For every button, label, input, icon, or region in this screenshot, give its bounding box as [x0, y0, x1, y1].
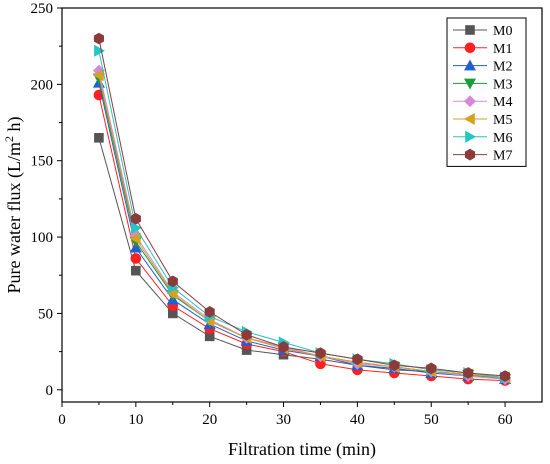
data-point-m0 — [94, 133, 104, 143]
data-point-m7 — [500, 370, 511, 382]
legend-item-m0: M0 — [453, 24, 512, 39]
series-line-m7 — [98, 38, 506, 377]
y-tick-label: 250 — [31, 1, 54, 17]
series-line-m1 — [98, 94, 506, 382]
y-axis-title-superscript: 2 — [2, 136, 16, 142]
legend-label: M6 — [493, 131, 512, 146]
data-point-m5 — [92, 69, 104, 82]
x-tick-label: 50 — [424, 412, 439, 428]
legend-box — [446, 17, 527, 167]
legend-marker — [463, 112, 475, 126]
x-axis-title: Filtration time (min) — [228, 439, 376, 460]
legend-item-m1: M1 — [453, 42, 512, 57]
series-m7 — [93, 32, 511, 382]
legend-marker — [464, 42, 476, 54]
data-point-m7 — [167, 275, 178, 288]
data-point-m6 — [94, 44, 106, 57]
plot-area — [92, 32, 512, 386]
x-tick-label: 10 — [128, 412, 143, 428]
legend-label: M0 — [493, 24, 512, 39]
y-tick-label: 0 — [46, 383, 54, 399]
data-point-m6 — [131, 221, 142, 234]
series-line-m3 — [98, 78, 506, 380]
legend-marker — [464, 148, 476, 161]
legend-item-m7: M7 — [453, 149, 512, 164]
y-tick-label: 150 — [31, 154, 54, 170]
y-tick-label: 200 — [31, 77, 54, 93]
legend-label: M2 — [493, 60, 512, 75]
x-tick-label: 40 — [350, 412, 365, 428]
legend-item-m6: M6 — [453, 130, 512, 146]
legend-marker — [464, 95, 476, 108]
x-tick-label: 20 — [202, 412, 217, 428]
y-tick-label: 100 — [31, 230, 54, 246]
series-line-m5 — [98, 75, 506, 379]
y-axis-title: Pure water flux (L/m2 h) — [2, 117, 25, 294]
legend-marker — [465, 130, 477, 143]
data-point-m7 — [389, 359, 400, 372]
data-point-m7 — [426, 362, 437, 375]
plot-frame — [61, 7, 543, 403]
y-axis-title-main: Pure water flux (L/m — [4, 142, 25, 293]
legend-item-m5: M5 — [453, 112, 512, 128]
legend-label: M1 — [493, 42, 512, 57]
legend-marker — [463, 59, 477, 71]
legend-item-m3: M3 — [453, 77, 512, 92]
data-point-m7 — [204, 306, 215, 318]
legend-label: M5 — [493, 113, 512, 128]
data-point-m7 — [130, 212, 141, 225]
legend-marker — [465, 25, 475, 35]
x-tick-label: 60 — [498, 412, 513, 428]
legend-label: M7 — [493, 149, 512, 164]
legend-label: M3 — [493, 77, 512, 92]
series-line-m4 — [98, 70, 506, 380]
data-point-m1 — [130, 253, 142, 264]
legend-label: M4 — [493, 95, 512, 110]
x-tick-label: 0 — [58, 412, 66, 428]
axes: 0 10 20 30 40 50 60 0 50 100 150 200 250 Filtration t… — [2, 1, 543, 460]
data-point-m7 — [352, 353, 363, 366]
data-point-m7 — [463, 367, 474, 379]
y-tick-label: 50 — [38, 306, 53, 322]
series-line-m2 — [98, 82, 506, 380]
y-axis-title-end: h) — [4, 117, 25, 137]
series-line-m6 — [98, 50, 506, 379]
series-m0 — [94, 133, 510, 384]
data-point-m7 — [93, 32, 104, 45]
x-tick-label: 30 — [276, 412, 291, 428]
data-point-m7 — [315, 347, 326, 359]
data-point-m7 — [278, 341, 289, 353]
legend-marker — [463, 78, 477, 90]
legend-item-m2: M2 — [453, 59, 512, 75]
data-point-m5 — [129, 232, 141, 245]
data-point-m0 — [131, 265, 141, 276]
legend-item-m4: M4 — [453, 95, 512, 110]
legend: M0 M1 M2 M3 M4 M5 M6 M7 — [446, 17, 527, 167]
data-point-m7 — [241, 328, 252, 341]
